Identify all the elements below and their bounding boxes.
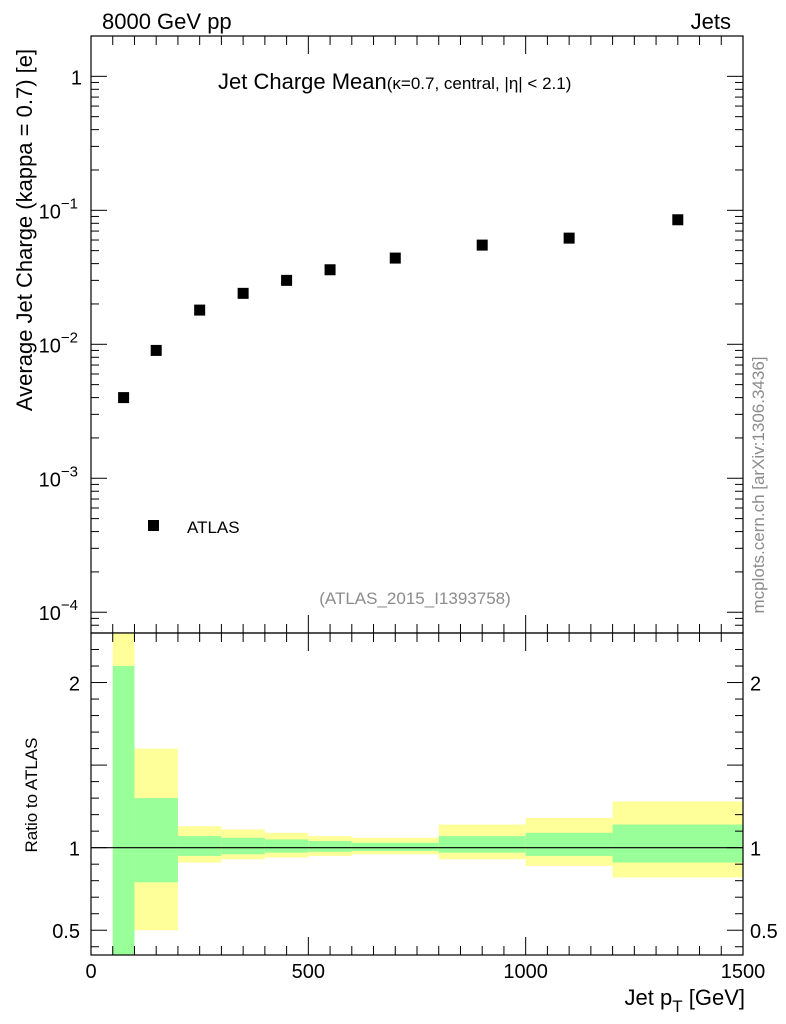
ratio-ytick-label-right-2: 2 xyxy=(750,674,761,696)
data-point-1 xyxy=(150,344,162,356)
plot-title-sub: (κ=0.7, central, |η| < 2.1) xyxy=(387,74,572,93)
ratio-inner-band-6 xyxy=(351,842,439,851)
top-ytick-label-1: 10−3 xyxy=(39,463,78,491)
ratio-ytick-label-left-2: 2 xyxy=(69,674,80,696)
top-ytick-exponent: −2 xyxy=(61,329,78,346)
side-label: mcplots.cern.ch [arXiv:1306.3436] xyxy=(749,356,768,613)
ratio-ytick-label-right-1: 1 xyxy=(750,839,761,861)
ratio-ytick-label-left-0: 0.5 xyxy=(52,921,80,943)
ratio-inner-band-7 xyxy=(438,836,526,853)
data-point-5 xyxy=(324,264,336,276)
ratio-inner-band-3 xyxy=(221,837,265,855)
top-ytick-base: 10 xyxy=(39,201,61,223)
ratio-inner-band-4 xyxy=(264,839,309,853)
ratio-ytick-label-right-0: 0.5 xyxy=(750,921,778,943)
ratio-inner-band-9 xyxy=(612,824,743,863)
data-point-6 xyxy=(389,252,401,264)
top-ytick-exponent: −4 xyxy=(61,597,78,614)
data-point-9 xyxy=(672,214,684,226)
xlabel-main: Jet p xyxy=(625,985,673,1010)
header-left: 8000 GeV pp xyxy=(102,9,232,34)
data-point-0 xyxy=(118,392,130,404)
top-ytick-exponent: −1 xyxy=(61,195,78,212)
legend-label: ATLAS xyxy=(187,518,240,537)
ratio-inner-band-8 xyxy=(525,832,613,856)
plot-title-main: Jet Charge Mean xyxy=(218,69,387,94)
top-ytick-label-3: 10−1 xyxy=(39,195,78,223)
analysis-id: (ATLAS_2015_I1393758) xyxy=(319,589,511,608)
data-point-2 xyxy=(194,304,206,316)
top-ytick-exponent: −3 xyxy=(61,463,78,480)
ratio-inner-band-0 xyxy=(112,666,135,955)
top-ylabel: Average Jet Charge (kappa = 0.7) [e] xyxy=(12,49,37,411)
data-point-8 xyxy=(563,232,575,244)
xtick-label-3: 1500 xyxy=(721,961,766,983)
ratio-inner-band-2 xyxy=(177,836,222,856)
ratio-inner-band-1 xyxy=(134,798,178,883)
legend-marker xyxy=(148,520,159,531)
data-point-7 xyxy=(476,239,488,251)
xtick-label-2: 1000 xyxy=(503,961,548,983)
ratio-inner-band-5 xyxy=(308,841,352,852)
data-point-3 xyxy=(237,287,249,299)
data-point-4 xyxy=(281,274,293,286)
top-ytick-base: 1 xyxy=(71,67,82,89)
top-ytick-label-0: 10−4 xyxy=(39,597,78,625)
ratio-plot: 0 500 1000 1500 0.5 0.5 1 1 2 2 xyxy=(52,632,778,983)
xlabel-unit: [GeV] xyxy=(683,985,745,1010)
top-ytick-base: 10 xyxy=(39,469,61,491)
plot-title: Jet Charge Mean(κ=0.7, central, |η| < 2.… xyxy=(218,69,571,94)
xtick-label-1: 500 xyxy=(292,961,325,983)
top-ytick-base: 10 xyxy=(39,335,61,357)
top-ytick-label-2: 10−2 xyxy=(39,329,78,357)
ratio-frame xyxy=(90,632,744,956)
ratio-ytick-label-left-1: 1 xyxy=(69,839,80,861)
xlabel-sub: T xyxy=(672,997,682,1016)
header-right: Jets xyxy=(691,9,731,34)
ratio-ylabel: Ratio to ATLAS xyxy=(22,738,41,853)
xlabel: Jet pT [GeV] xyxy=(625,985,745,1016)
top-ytick-base: 10 xyxy=(39,603,61,625)
xtick-label-0: 0 xyxy=(85,961,96,983)
top-frame xyxy=(90,35,744,634)
top-ytick-label-4: 1 xyxy=(71,67,82,89)
